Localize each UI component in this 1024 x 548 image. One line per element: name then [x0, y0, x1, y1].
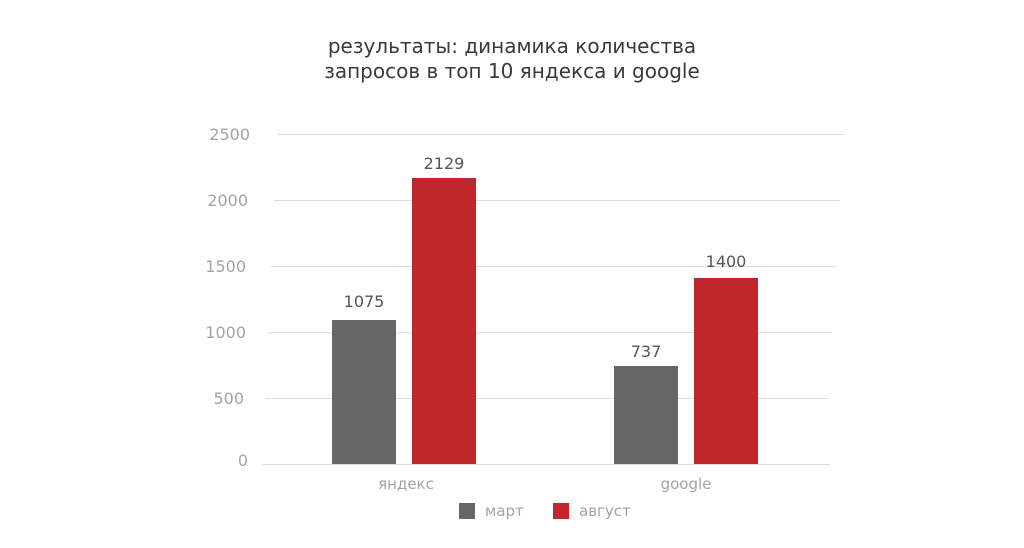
y-tick: 2500 [209, 125, 250, 144]
bar-google-march[interactable] [614, 366, 678, 464]
value-label-yandex-august: 2129 [423, 154, 465, 173]
bar-google-august[interactable] [694, 278, 758, 464]
gridline-0 [262, 464, 830, 465]
value-label-yandex-march: 1075 [343, 292, 385, 311]
chart-title: результаты: динамика количества запросов… [0, 34, 1024, 84]
legend-item-august[interactable]: август [553, 502, 631, 520]
value-label-google-august: 1400 [705, 252, 747, 271]
gridline-2000 [274, 200, 840, 201]
chart-title-line1: результаты: динамика количества [327, 34, 697, 58]
gridline-2500 [277, 134, 844, 135]
gridline-1000 [268, 332, 832, 333]
y-tick: 500 [213, 389, 244, 408]
gridline-1500 [271, 266, 836, 267]
x-label-yandex: яндекс [378, 475, 434, 493]
legend-label-march: март [485, 502, 524, 520]
legend-swatch-august [553, 503, 569, 519]
gridline-500 [265, 398, 828, 399]
bar-yandex-august[interactable] [412, 178, 476, 464]
x-label-google: google [660, 475, 712, 493]
chart-title-line2: запросов в топ 10 яндекса и google [324, 59, 700, 83]
bar-yandex-march[interactable] [332, 320, 396, 464]
legend-swatch-march [459, 503, 475, 519]
y-tick: 0 [237, 451, 248, 470]
y-tick: 2000 [207, 191, 248, 210]
y-tick: 1000 [205, 323, 246, 342]
y-tick: 1500 [205, 257, 246, 276]
legend-item-march[interactable]: март [459, 502, 524, 520]
legend-label-august: август [579, 502, 631, 520]
value-label-google-march: 737 [630, 342, 662, 361]
